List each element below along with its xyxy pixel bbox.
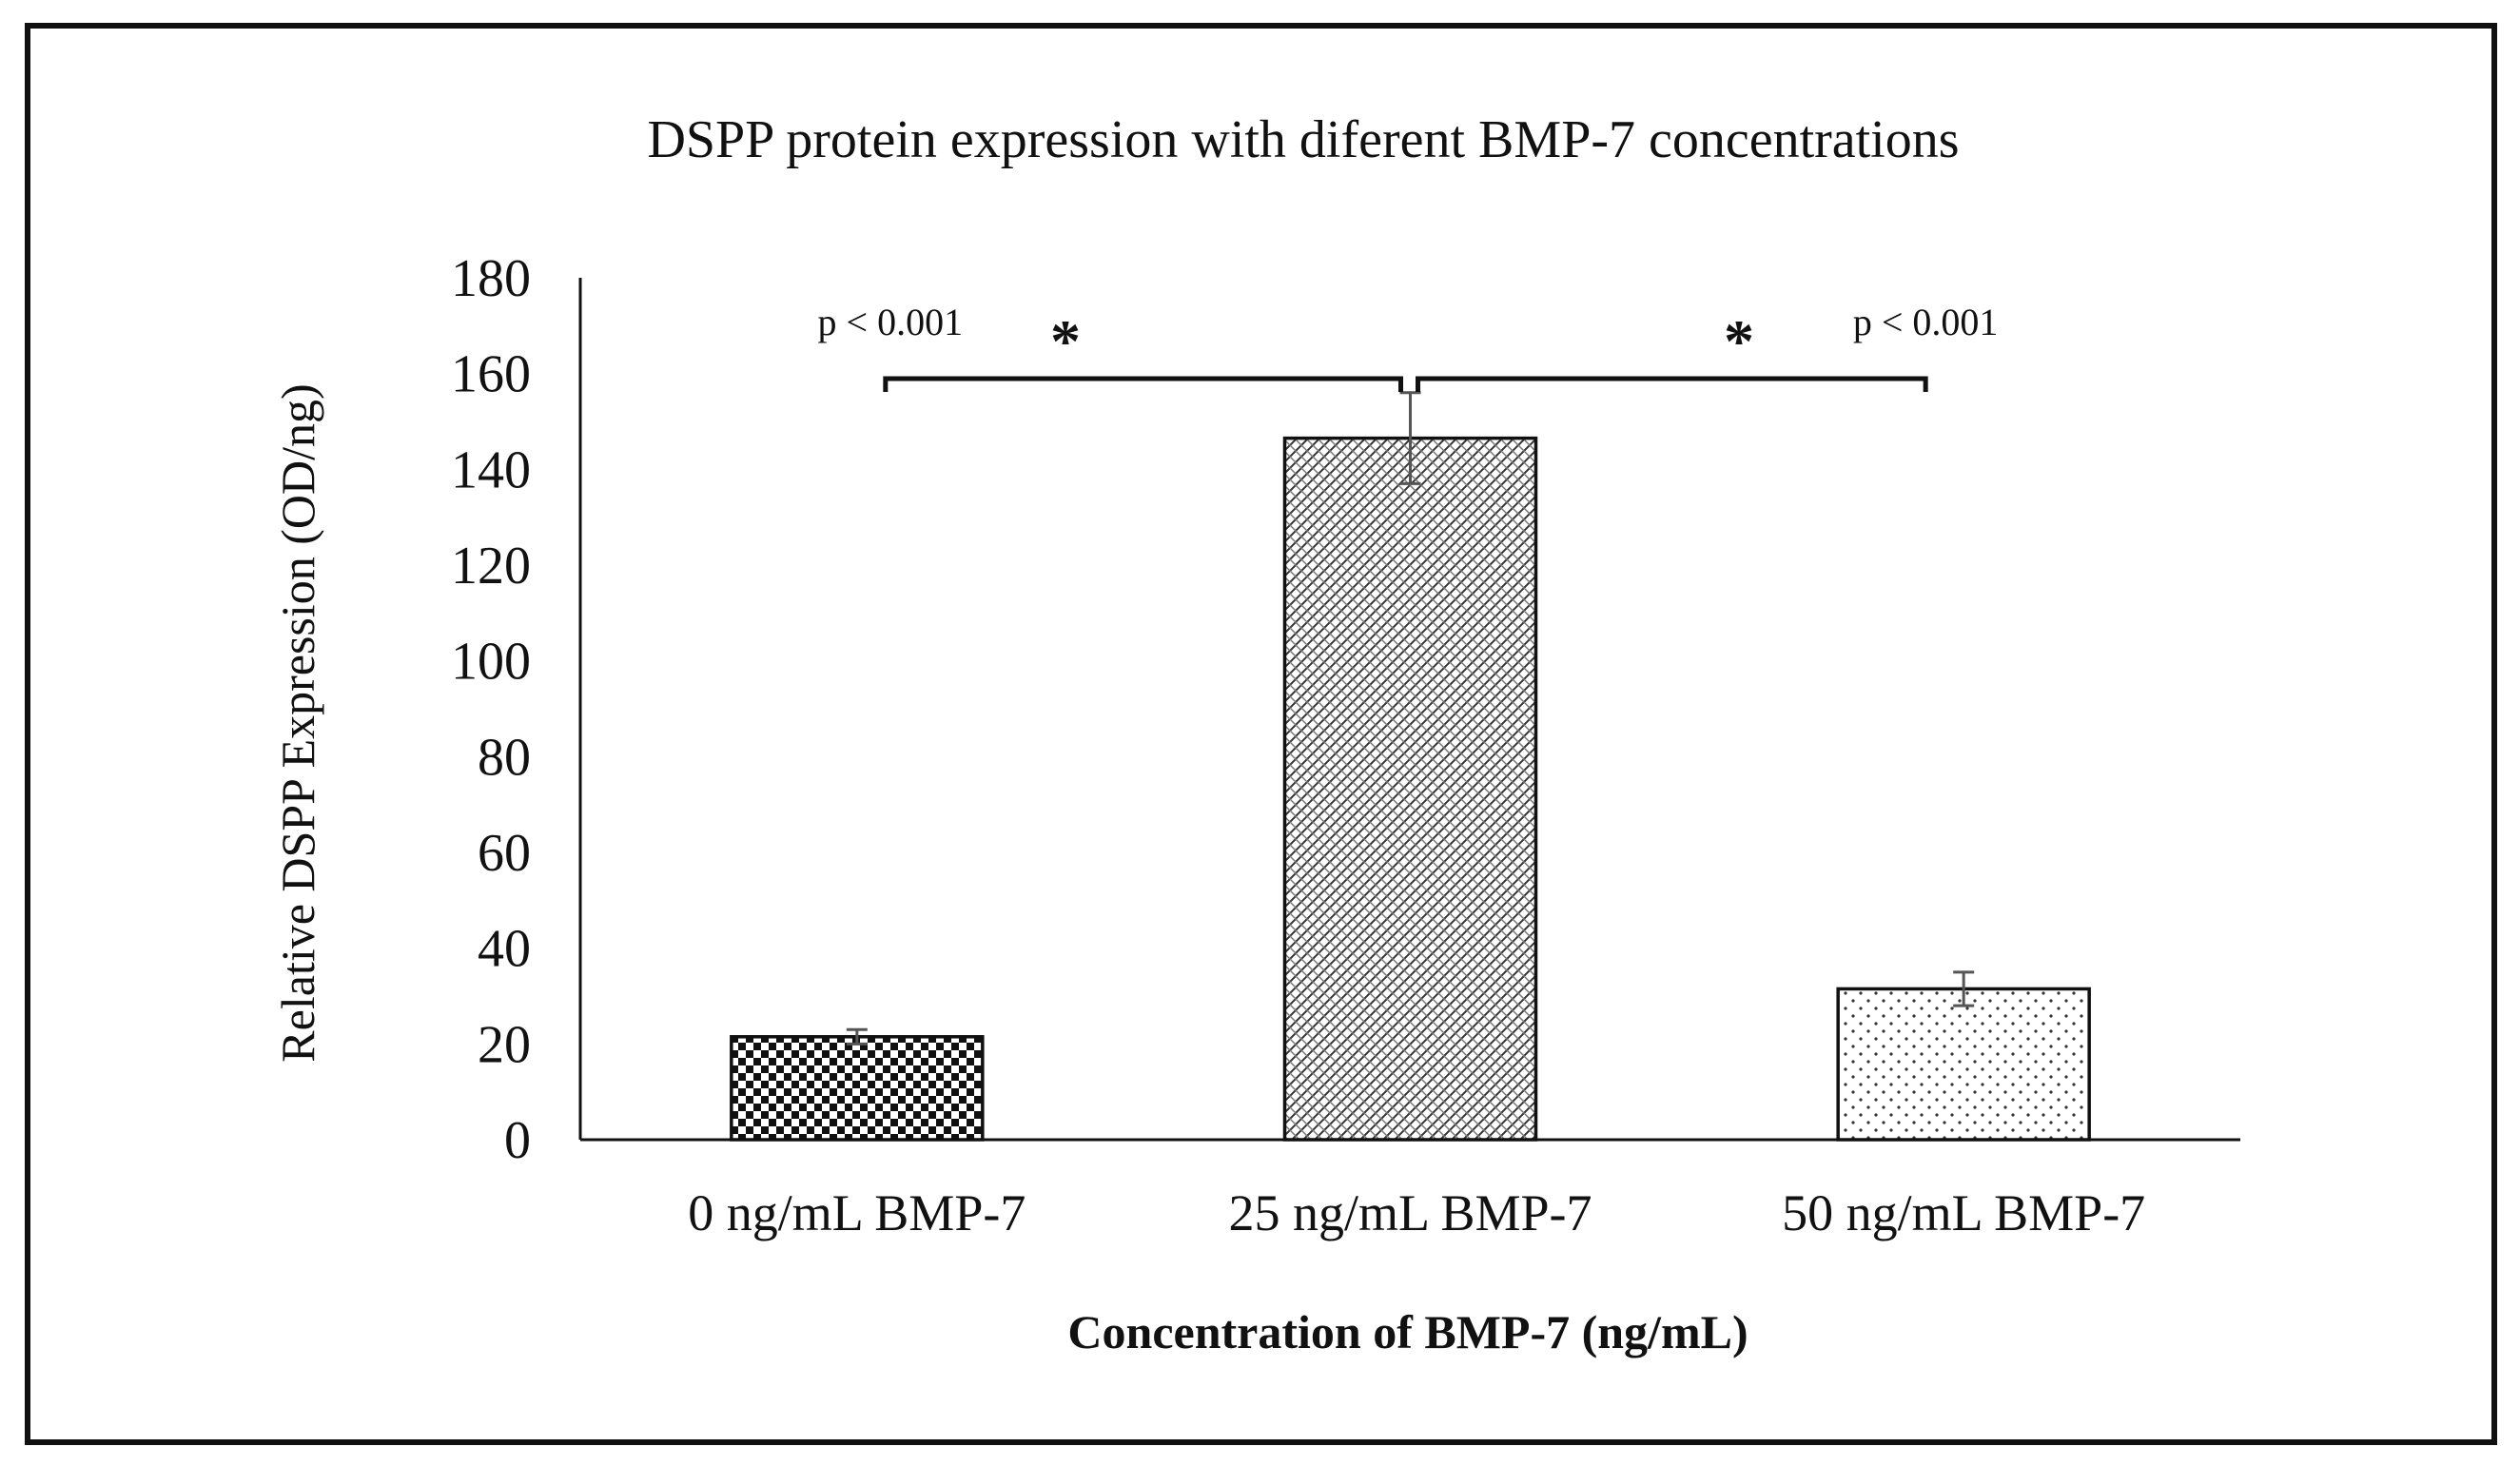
bars (730, 436, 2091, 1142)
significance-star-2: * (1724, 307, 1754, 375)
error-bar-1 (846, 1027, 868, 1046)
x-tick-labels: 0 ng/mL BMP-7 25 ng/mL BMP-7 50 ng/mL BMP-… (688, 1184, 2145, 1241)
x-tick-label-2: 25 ng/mL BMP-7 (1228, 1184, 1592, 1241)
y-tick-label: 180 (451, 249, 531, 308)
y-tick-label: 80 (478, 728, 531, 787)
error-bar-3 (1953, 970, 1975, 1007)
error-bar-2 (1399, 391, 1421, 485)
y-tick-label: 60 (478, 824, 531, 883)
y-tick-label: 120 (451, 537, 531, 596)
y-tick-label: 100 (451, 633, 531, 692)
error-bars (846, 391, 1975, 1046)
chart-frame (25, 23, 2497, 1445)
significance-bracket-1: p < 0.001 * (818, 301, 1403, 392)
y-tick-label: 0 (504, 1111, 531, 1170)
y-tick-label: 140 (451, 440, 531, 499)
significance-bracket-2: p < 0.001 * (1416, 301, 1999, 392)
bar-2 (1282, 436, 1538, 1142)
p-value-label-2: p < 0.001 (1853, 301, 1999, 343)
y-tick-labels: 0 20 40 60 80 100 120 140 160 180 (451, 249, 531, 1170)
x-axis-label: Concentration of BMP-7 (ng/mL) (1067, 1305, 1748, 1358)
y-tick-label: 20 (478, 1015, 531, 1074)
significance-annotations: p < 0.001 * p < 0.001 * (818, 301, 1999, 392)
significance-star-1: * (1050, 307, 1081, 375)
p-value-label-1: p < 0.001 (818, 301, 964, 343)
y-axis-label: Relative DSPP Expression (OD/ng) (271, 383, 324, 1062)
bar-3 (1836, 987, 2091, 1142)
x-tick-label-3: 50 ng/mL BMP-7 (1782, 1184, 2145, 1241)
bar-1 (730, 1035, 985, 1142)
x-tick-label-1: 0 ng/mL BMP-7 (688, 1184, 1026, 1241)
y-tick-label: 160 (451, 345, 531, 404)
y-tick-label: 40 (478, 920, 531, 979)
chart-title: DSPP protein expression with diferent BM… (647, 110, 1959, 169)
